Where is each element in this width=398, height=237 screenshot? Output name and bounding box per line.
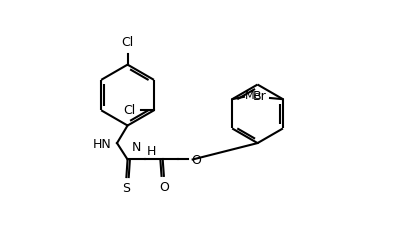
Text: O: O: [191, 154, 201, 167]
Text: HN: HN: [92, 138, 111, 151]
Text: H: H: [146, 145, 156, 158]
Text: S: S: [123, 182, 131, 195]
Text: O: O: [159, 181, 169, 194]
Text: Cl: Cl: [121, 36, 134, 49]
Text: Br: Br: [253, 90, 267, 103]
Text: N: N: [132, 141, 141, 154]
Text: Me: Me: [245, 91, 261, 101]
Text: Cl: Cl: [124, 104, 136, 117]
